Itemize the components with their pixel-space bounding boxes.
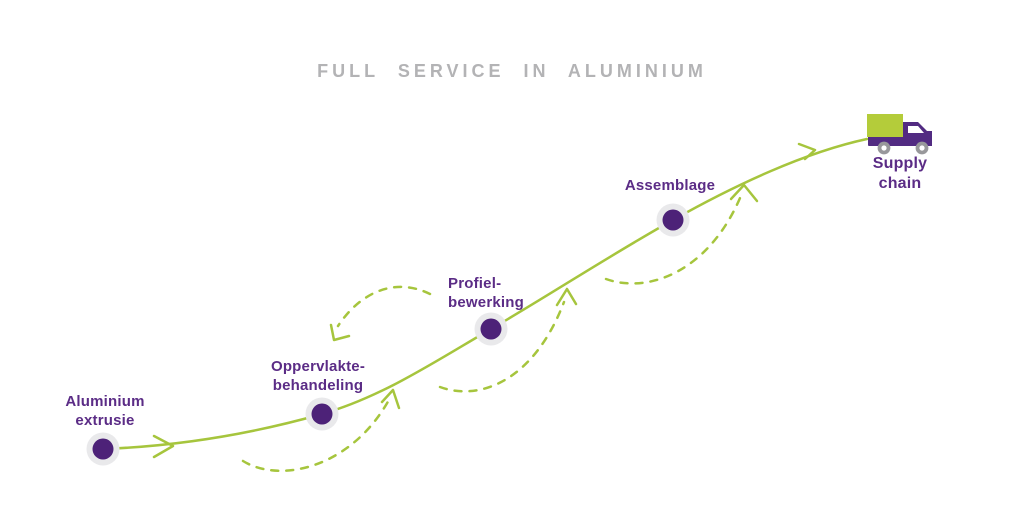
truck-wheel-rear-hub xyxy=(881,145,887,151)
page-title: FULL SERVICE IN ALUMINIUM xyxy=(317,61,707,81)
step-label-supply-chain: Supply chain xyxy=(872,155,928,192)
dashed-arc-2 xyxy=(438,300,566,393)
truck-window xyxy=(908,126,924,133)
dot-core xyxy=(311,403,333,425)
dashed-arc-1 xyxy=(241,396,392,473)
dashed-back-arc xyxy=(336,285,432,328)
path-arrowhead-start xyxy=(152,434,175,459)
truck-cargo-box xyxy=(867,114,903,137)
dot-core xyxy=(662,209,684,231)
dashed-arc-1-arrowhead xyxy=(380,388,401,410)
truck-wheel-front-hub xyxy=(919,145,925,151)
path-arrowhead-end xyxy=(797,142,817,161)
step-dot-oppervlaktebehandeling xyxy=(305,397,339,431)
dashed-arc-3 xyxy=(604,196,742,285)
truck-cab xyxy=(903,122,932,146)
step-dot-aluminium-extrusie xyxy=(86,432,120,466)
dashed-back-arc-arrowhead xyxy=(329,323,351,342)
step-label-profielbewerking: Profiel- bewerking xyxy=(448,275,524,311)
step-label-oppervlaktebehandeling: Oppervlakte- behandeling xyxy=(270,358,366,394)
dashed-arc-3-arrowhead xyxy=(729,183,759,203)
step-dot-profielbewerking xyxy=(474,312,508,346)
dashed-arc-2-arrowhead xyxy=(555,287,578,307)
step-label-assemblage: Assemblage xyxy=(624,177,716,194)
step-label-aluminium-extrusie: Aluminium extrusie xyxy=(65,393,145,429)
truck-icon xyxy=(867,114,932,155)
dot-core xyxy=(92,438,114,460)
dot-core xyxy=(480,318,502,340)
step-dot-assemblage xyxy=(656,203,690,237)
